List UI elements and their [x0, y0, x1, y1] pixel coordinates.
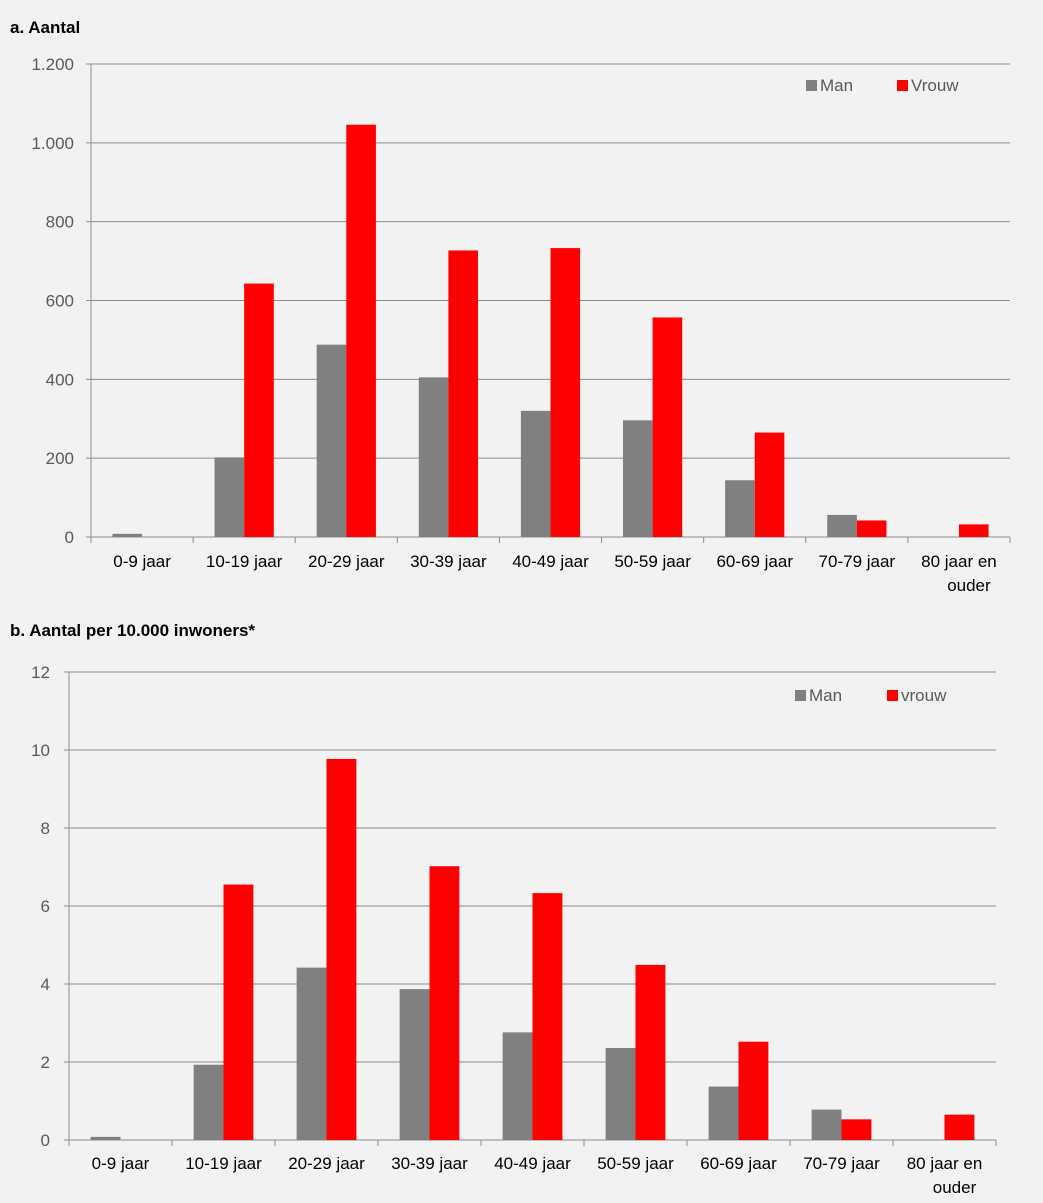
- bar-vrouw: [223, 884, 254, 1140]
- bar-vrouw: [754, 432, 785, 537]
- x-tick-label: 60-69 jaar: [716, 552, 793, 571]
- bar-man: [316, 344, 347, 537]
- bar-man: [725, 480, 755, 537]
- bar-vrouw: [326, 758, 357, 1140]
- x-tick-label: 80 jaar en ouder: [907, 1154, 983, 1197]
- bar-man: [520, 410, 551, 537]
- y-tick-label: 1.000: [31, 134, 74, 153]
- bar-chart-aantal: 0 200 400 600 800 1.000 1.200 0-9 jaar 10-19 jaa…: [31, 55, 1011, 595]
- bar-man: [827, 514, 857, 537]
- x-tick-label: 50-59 jaar: [597, 1154, 674, 1173]
- bar-vrouw: [856, 520, 887, 537]
- bar-man: [399, 989, 430, 1140]
- legend-swatch-man: [795, 690, 806, 701]
- legend-label-vrouw: Vrouw: [911, 76, 959, 95]
- y-tick-label: 6: [41, 897, 50, 916]
- legend-label-man: Man: [820, 76, 853, 95]
- chart-panel-aantal: a. Aantal 0 200 400 600 800 1.000 1.200 0-9 jaa…: [0, 18, 1043, 603]
- bar-vrouw: [841, 1119, 872, 1140]
- bar-vrouw: [346, 124, 376, 538]
- x-tick-label: 20-29 jaar: [288, 1154, 365, 1173]
- bar-man: [708, 1086, 739, 1140]
- bar-vrouw: [635, 964, 666, 1140]
- y-tick-label: 0: [65, 528, 74, 547]
- bar-vrouw: [738, 1041, 769, 1140]
- y-tick-label: 400: [46, 370, 74, 389]
- bar-chart-per-10000: 0 2 4 6 8 10 12 0-9 jaar 10-19 jaar 20-29 jaar 30-…: [31, 663, 997, 1197]
- bar-man: [193, 1064, 224, 1140]
- x-tick-label: 50-59 jaar: [614, 552, 691, 571]
- bar-vrouw: [532, 893, 563, 1140]
- x-tick-label: 80 jaar en ouder: [921, 552, 997, 595]
- x-tick-label: 30-39 jaar: [391, 1154, 468, 1173]
- bar-man: [811, 1109, 842, 1140]
- y-tick-label: 200: [46, 449, 74, 468]
- x-tick-label: 40-49 jaar: [494, 1154, 571, 1173]
- x-tick-label: 30-39 jaar: [410, 552, 487, 571]
- x-tick-label: 10-19 jaar: [206, 552, 283, 571]
- x-tick-label: 20-29 jaar: [308, 552, 385, 571]
- bar-man: [622, 420, 653, 537]
- y-tick-label: 8: [41, 819, 50, 838]
- chart-panel-per-10000: b. Aantal per 10.000 inwoners* 0 2 4 6 8 10 12…: [0, 621, 1043, 1203]
- bar-man: [112, 533, 143, 537]
- chart-title: b. Aantal per 10.000 inwoners*: [10, 621, 256, 640]
- bar-vrouw: [652, 317, 683, 537]
- x-tick-label: 70-79 jaar: [819, 552, 896, 571]
- y-tick-label: 2: [41, 1053, 50, 1072]
- y-tick-label: 12: [31, 663, 50, 682]
- y-tick-label: 4: [41, 975, 50, 994]
- x-tick-label: 60-69 jaar: [700, 1154, 777, 1173]
- bar-vrouw: [944, 1114, 975, 1140]
- bar-man: [418, 377, 449, 537]
- x-tick-label: 40-49 jaar: [512, 552, 589, 571]
- bar-vrouw: [958, 524, 989, 537]
- y-tick-label: 800: [46, 213, 74, 232]
- y-tick-label: 0: [41, 1131, 50, 1150]
- x-tick-label: 0-9 jaar: [113, 552, 171, 571]
- legend-label-man: Man: [809, 686, 842, 705]
- y-tick-label: 600: [46, 292, 74, 311]
- chart-legend: Man Vrouw: [806, 76, 959, 95]
- bar-vrouw: [448, 250, 479, 537]
- x-tick-label: 0-9 jaar: [92, 1154, 150, 1173]
- bar-man: [214, 457, 245, 537]
- bar-man: [502, 1032, 533, 1140]
- legend-swatch-vrouw: [897, 80, 908, 91]
- y-tick-label: 10: [31, 741, 50, 760]
- chart-legend: Man vrouw: [795, 686, 947, 705]
- legend-swatch-man: [806, 80, 817, 91]
- chart-title: a. Aantal: [10, 18, 81, 37]
- bar-man: [90, 1136, 121, 1140]
- bar-vrouw: [550, 248, 581, 537]
- bar-vrouw: [244, 283, 274, 537]
- bar-man: [605, 1047, 636, 1140]
- y-tick-label: 1.200: [31, 55, 74, 74]
- legend-swatch-vrouw: [887, 690, 898, 701]
- bar-vrouw: [429, 866, 460, 1140]
- bar-man: [296, 967, 327, 1140]
- x-tick-label: 70-79 jaar: [803, 1154, 880, 1173]
- legend-label-vrouw: vrouw: [901, 686, 947, 705]
- x-tick-label: 10-19 jaar: [185, 1154, 262, 1173]
